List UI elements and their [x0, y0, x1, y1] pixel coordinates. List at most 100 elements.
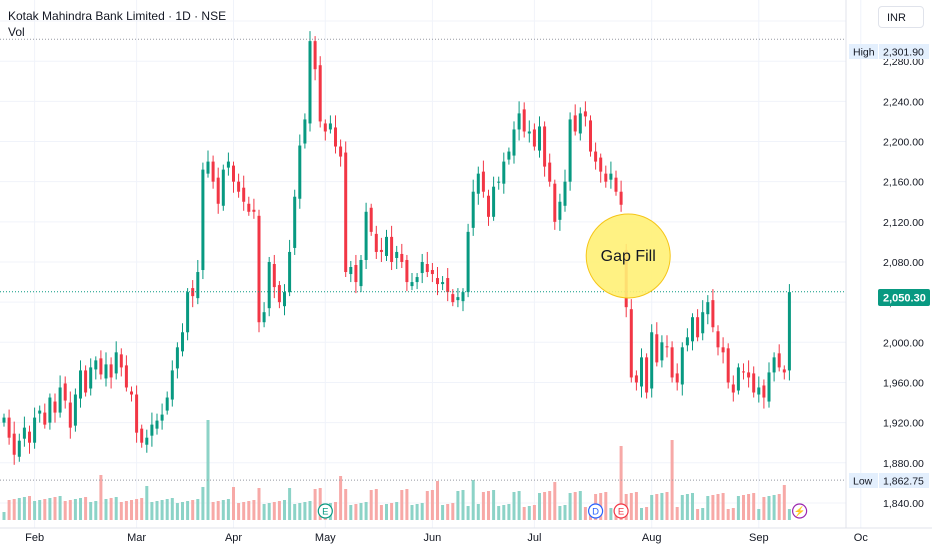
volume-bar	[777, 494, 781, 520]
candle-body	[170, 370, 174, 400]
event-dividend-icon[interactable]: D	[587, 503, 604, 519]
volume-bar	[124, 501, 128, 520]
volume-bar	[742, 495, 745, 520]
candle-body	[201, 169, 205, 271]
volume-bar	[165, 499, 169, 520]
candle-body	[609, 173, 613, 180]
candle-body	[481, 171, 485, 192]
candle-body	[119, 354, 123, 368]
candle-body	[701, 312, 705, 334]
candle-body	[308, 41, 312, 124]
currency-selector[interactable]: INR	[878, 6, 924, 28]
candle-body	[517, 113, 521, 130]
candle-body	[114, 352, 118, 374]
candle-body	[691, 317, 694, 342]
candle-body	[237, 181, 241, 192]
candle-body	[89, 367, 93, 389]
candle-body	[522, 109, 526, 132]
event-markers[interactable]: E D E ⚡	[317, 503, 808, 519]
volume-bar	[665, 492, 669, 520]
candle-body	[206, 161, 210, 174]
candle-body	[436, 278, 439, 285]
volume-bar	[532, 505, 536, 520]
event-earnings-icon[interactable]: E	[317, 503, 333, 519]
volume-bar	[762, 497, 766, 520]
volume-bar	[89, 502, 93, 520]
volume-bar	[48, 498, 52, 520]
low-value-bg	[879, 473, 929, 488]
volume-bar	[430, 490, 434, 520]
candle-body	[752, 373, 756, 393]
volume-bar	[512, 492, 516, 520]
x-tick-label: Feb	[25, 532, 44, 544]
volume-bar	[425, 491, 429, 520]
candle-body	[247, 203, 251, 212]
volume-bar	[150, 502, 154, 520]
candle-body	[94, 360, 98, 370]
x-tick-label: Apr	[225, 532, 242, 544]
volume-bar	[415, 504, 419, 520]
high-value: 2,301.90	[883, 47, 924, 59]
volume-bar	[344, 489, 348, 520]
volume-bar	[211, 502, 215, 520]
y-tick-label: 1,920.00	[883, 418, 924, 430]
event-symbol: E	[322, 507, 328, 518]
candle-body	[721, 347, 725, 353]
x-tick-label: Jul	[527, 532, 541, 544]
candle-body	[619, 191, 623, 205]
volume-bar	[339, 476, 343, 520]
volume-bar	[68, 500, 72, 520]
event-split-icon[interactable]: ⚡	[791, 503, 808, 519]
volume-bar	[726, 509, 730, 520]
volume-bar	[543, 492, 547, 520]
candle-body	[599, 157, 603, 172]
low-value: 1,862.75	[883, 476, 924, 488]
volume-bar	[99, 475, 103, 520]
event-earnings-icon[interactable]: E	[613, 503, 629, 519]
candle-body	[502, 161, 506, 184]
volume-bar	[58, 496, 62, 520]
candle-body	[787, 292, 791, 371]
candle-body	[53, 401, 57, 413]
candle-body	[359, 259, 363, 287]
volume-bar	[283, 500, 286, 520]
volume-bar	[451, 503, 455, 520]
candle-body	[589, 120, 592, 152]
volume-bar	[7, 500, 11, 520]
candle-body	[298, 145, 302, 199]
candle-body	[313, 41, 317, 70]
event-symbol: ⚡	[794, 506, 806, 518]
event-circle	[791, 503, 808, 519]
volume-bar	[369, 490, 373, 520]
volume-bar	[22, 497, 26, 520]
candle-body	[58, 387, 62, 413]
price-axis[interactable]: 2,320.002,280.002,240.002,200.002,160.00…	[883, 16, 924, 510]
candle-body	[415, 277, 419, 283]
candle-body	[252, 209, 256, 212]
time-axis[interactable]: Feb Mar Apr May Jun Jul Aug Sep Oc	[25, 532, 868, 544]
volume-indicator-label[interactable]: Vol	[8, 25, 25, 39]
candle-body	[650, 332, 654, 389]
candle-body	[512, 129, 516, 156]
volume-bar	[17, 498, 21, 520]
candle-body	[160, 414, 164, 421]
candle-body	[63, 383, 67, 401]
volume-bar	[441, 505, 445, 520]
low-label: Low	[853, 476, 873, 488]
last-price-value: 2,050.30	[883, 293, 926, 305]
candle-body	[507, 151, 511, 160]
volume-bar	[114, 497, 118, 520]
candle-body	[660, 342, 664, 361]
candle-body	[410, 282, 414, 287]
y-tick-label: 1,880.00	[883, 458, 924, 470]
volume-bar	[538, 493, 541, 520]
candle-body	[7, 417, 11, 438]
candle-body	[390, 236, 394, 262]
candle-body	[655, 334, 659, 363]
volume-bar	[237, 503, 241, 520]
volume-bar	[405, 489, 409, 520]
volume-bar	[84, 497, 88, 520]
candle-body	[109, 364, 113, 378]
candle-body	[400, 253, 404, 262]
